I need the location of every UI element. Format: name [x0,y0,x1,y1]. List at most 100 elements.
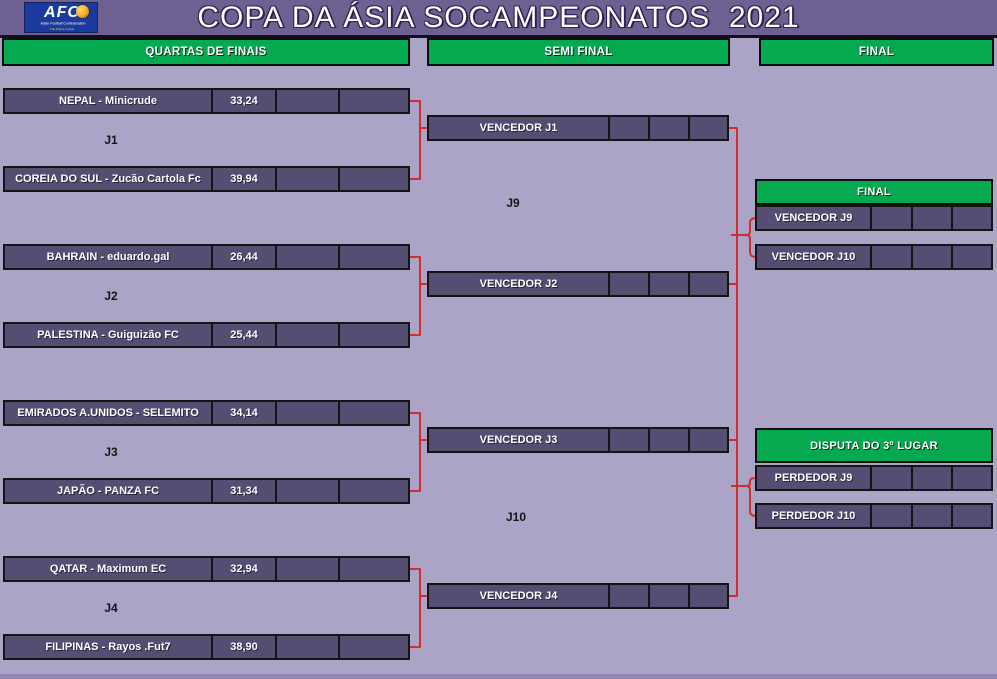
page-title: COPA DA ÁSIA SOCAMPEONATOS 2021 [197,1,800,34]
empty-cell[interactable] [275,480,338,502]
empty-cell[interactable] [338,558,408,580]
empty-cell[interactable] [338,168,408,190]
match-label-j9: J9 [506,196,520,210]
empty-cell[interactable] [275,558,338,580]
team-name-cell[interactable]: COREIA DO SUL - Zucão Cartola Fc [15,173,201,185]
qf1-bottom-slot[interactable]: COREIA DO SUL - Zucão Cartola Fc 39,94 [3,166,410,192]
winner-name-cell[interactable]: VENCEDOR J3 [479,434,558,446]
empty-cell[interactable] [911,246,951,268]
score-cell[interactable]: 34,14 [211,402,275,424]
sf1-bottom-slot[interactable]: VENCEDOR J2 [427,271,729,297]
empty-cell[interactable] [275,168,338,190]
qf4-top-slot[interactable]: QATAR - Maximum EC 32,94 [3,556,410,582]
qf3-top-slot[interactable]: EMIRADOS A.UNIDOS - SELEMITO 34,14 [3,400,410,426]
afc-logo: AFC Asian Football Confederation The Fut… [24,2,98,33]
empty-cell[interactable] [688,429,727,451]
score-cell[interactable]: 39,94 [211,168,275,190]
score-cell[interactable]: 31,34 [211,480,275,502]
third-place-section-header: DISPUTA DO 3º LUGAR [755,428,993,463]
score-cell[interactable]: 26,44 [211,246,275,268]
empty-cell[interactable] [608,117,648,139]
empty-cell[interactable] [338,246,408,268]
score-cell[interactable]: 32,94 [211,558,275,580]
empty-cell[interactable] [951,467,991,489]
empty-cell[interactable] [951,207,991,229]
empty-cell[interactable] [275,636,338,658]
empty-cell[interactable] [338,636,408,658]
column-header-quarterfinals: QUARTAS DE FINAIS [2,38,410,66]
sf1-top-slot[interactable]: VENCEDOR J1 [427,115,729,141]
empty-cell[interactable] [911,505,951,527]
empty-cell[interactable] [338,402,408,424]
match-label-j4: J4 [104,601,118,615]
afc-logo-subtitle: Asian Football Confederation [40,22,86,26]
sf2-top-slot[interactable]: VENCEDOR J3 [427,427,729,453]
match-label-j3: J3 [104,445,118,459]
match-label-j10: J10 [505,510,527,524]
winner-name-cell[interactable]: VENCEDOR J10 [771,251,856,263]
empty-cell[interactable] [870,207,911,229]
empty-cell[interactable] [951,246,991,268]
third-place-bottom-slot[interactable]: PERDEDOR J10 [755,503,993,529]
empty-cell[interactable] [648,117,688,139]
winner-name-cell[interactable]: VENCEDOR J9 [774,212,853,224]
qf4-bottom-slot[interactable]: FILIPINAS - Rayos .Fut7 38,90 [3,634,410,660]
empty-cell[interactable] [275,90,338,112]
empty-cell[interactable] [911,207,951,229]
loser-name-cell[interactable]: PERDEDOR J10 [771,510,856,522]
afc-logo-motto: The Future is Asia [49,28,75,31]
empty-cell[interactable] [688,273,727,295]
empty-cell[interactable] [275,402,338,424]
empty-cell[interactable] [951,505,991,527]
qf2-top-slot[interactable]: BAHRAIN - eduardo.gal 26,44 [3,244,410,270]
empty-cell[interactable] [275,246,338,268]
qf1-top-slot[interactable]: NEPAL - Minicrude 33,24 [3,88,410,114]
score-cell[interactable]: 38,90 [211,636,275,658]
empty-cell[interactable] [648,585,688,607]
match-label-j1: J1 [104,133,118,147]
empty-cell[interactable] [338,480,408,502]
team-name-cell[interactable]: EMIRADOS A.UNIDOS - SELEMITO [17,407,199,419]
winner-name-cell[interactable]: VENCEDOR J2 [479,278,558,290]
bottom-edge [0,674,997,679]
column-header-final: FINAL [759,38,994,66]
team-name-cell[interactable]: JAPÃO - PANZA FC [56,485,160,497]
third-place-top-slot[interactable]: PERDEDOR J9 [755,465,993,491]
loser-name-cell[interactable]: PERDEDOR J9 [774,472,853,484]
qf2-bottom-slot[interactable]: PALESTINA - Guiguizão FC 25,44 [3,322,410,348]
empty-cell[interactable] [338,324,408,346]
final-bottom-slot[interactable]: VENCEDOR J10 [755,244,993,270]
winner-name-cell[interactable]: VENCEDOR J1 [479,122,558,134]
empty-cell[interactable] [338,90,408,112]
empty-cell[interactable] [648,273,688,295]
score-cell[interactable]: 33,24 [211,90,275,112]
empty-cell[interactable] [870,246,911,268]
empty-cell[interactable] [608,429,648,451]
empty-cell[interactable] [688,585,727,607]
winner-name-cell[interactable]: VENCEDOR J4 [479,590,558,602]
score-cell[interactable]: 25,44 [211,324,275,346]
team-name-cell[interactable]: BAHRAIN - eduardo.gal [46,251,170,263]
sf2-bottom-slot[interactable]: VENCEDOR J4 [427,583,729,609]
final-section-header: FINAL [755,179,993,205]
empty-cell[interactable] [870,505,911,527]
empty-cell[interactable] [688,117,727,139]
final-top-slot[interactable]: VENCEDOR J9 [755,205,993,231]
afc-logo-text: AFC [44,4,80,21]
globe-icon [76,5,89,18]
team-name-cell[interactable]: NEPAL - Minicrude [59,95,157,107]
empty-cell[interactable] [911,467,951,489]
match-label-j2: J2 [104,289,118,303]
column-header-semifinal: SEMI FINAL [427,38,730,66]
qf3-bottom-slot[interactable]: JAPÃO - PANZA FC 31,34 [3,478,410,504]
empty-cell[interactable] [648,429,688,451]
title-band: AFC Asian Football Confederation The Fut… [0,0,997,38]
empty-cell[interactable] [870,467,911,489]
team-name-cell[interactable]: PALESTINA - Guiguizão FC [37,329,179,341]
team-name-cell[interactable]: QATAR - Maximum EC [49,563,167,575]
empty-cell[interactable] [608,273,648,295]
team-name-cell[interactable]: FILIPINAS - Rayos .Fut7 [45,641,171,653]
empty-cell[interactable] [275,324,338,346]
empty-cell[interactable] [608,585,648,607]
